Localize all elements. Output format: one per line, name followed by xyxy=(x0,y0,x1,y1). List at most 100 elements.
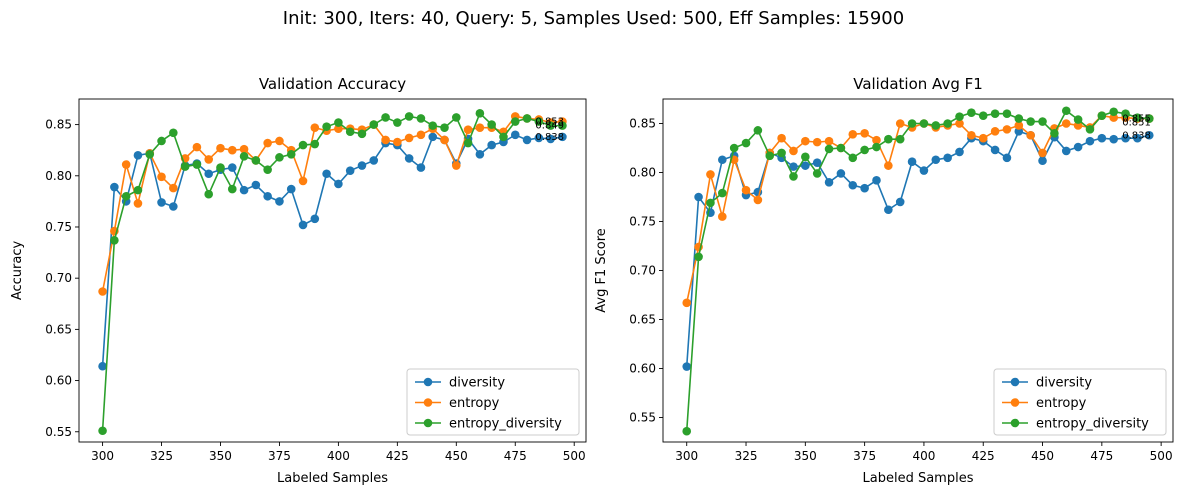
accuracy-point-entropy_diversity-465 xyxy=(487,120,496,129)
accuracy-point-diversity-490 xyxy=(546,134,555,144)
f1-point-diversity-355 xyxy=(812,158,822,167)
f1-x-tick-label: 500 xyxy=(1150,449,1173,463)
accuracy-point-diversity-325 xyxy=(157,198,166,207)
f1-y-tick-label: 0.80 xyxy=(629,166,656,180)
accuracy-point-entropy-345 xyxy=(204,155,213,164)
f1-x-tick-label: 450 xyxy=(1031,449,1054,463)
accuracy-point-entropy-325 xyxy=(157,172,166,182)
f1-point-entropy_diversity-375 xyxy=(860,145,869,155)
f1-point-diversity-395 xyxy=(907,157,917,167)
f1-point-entropy_diversity-310 xyxy=(706,198,715,208)
f1-x-tick-label: 400 xyxy=(912,449,935,463)
f1-y-tick-label: 0.85 xyxy=(629,117,656,131)
f1-point-diversity-410 xyxy=(943,153,952,163)
f1-point-diversity-450 xyxy=(1038,156,1047,166)
accuracy-x-tick-label: 475 xyxy=(504,449,527,463)
accuracy-point-entropy_diversity-450 xyxy=(452,113,461,122)
f1-point-entropy_diversity-465 xyxy=(1073,115,1083,124)
accuracy-point-entropy-460 xyxy=(475,123,485,132)
f1-point-entropy_diversity-450 xyxy=(1038,117,1047,126)
f1-point-entropy_diversity-325 xyxy=(741,138,751,148)
accuracy-point-entropy_diversity-415 xyxy=(369,120,379,129)
accuracy-x-tick-label: 325 xyxy=(150,449,173,463)
accuracy-point-entropy_diversity-375 xyxy=(275,153,284,162)
f1-point-diversity-465 xyxy=(1073,142,1083,152)
f1-point-diversity-365 xyxy=(836,169,846,178)
f1-y-tick-label: 0.70 xyxy=(629,264,656,278)
f1-y-tick-label: 0.55 xyxy=(629,411,656,425)
accuracy-point-diversity-390 xyxy=(310,214,320,224)
f1-point-entropy_diversity-440 xyxy=(1014,114,1024,123)
accuracy-point-entropy-375 xyxy=(275,136,284,146)
accuracy-point-entropy_diversity-490 xyxy=(546,121,555,130)
f1-point-diversity-495 xyxy=(1144,130,1154,140)
accuracy-plot-title: Validation Accuracy xyxy=(259,75,406,93)
f1-point-entropy-370 xyxy=(848,129,858,139)
accuracy-point-entropy-350 xyxy=(216,143,225,153)
f1-series-line-entropy xyxy=(685,114,1150,304)
accuracy-series-line-entropy_diversity xyxy=(101,111,563,431)
f1-point-entropy_diversity-405 xyxy=(931,121,941,130)
f1-point-entropy_diversity-350 xyxy=(801,152,810,162)
f1-point-entropy-310 xyxy=(706,170,715,179)
f1-point-diversity-385 xyxy=(884,205,893,215)
accuracy-point-entropy-370 xyxy=(263,138,272,148)
f1-x-tick-label: 350 xyxy=(794,449,817,463)
f1-point-entropy_diversity-470 xyxy=(1085,125,1095,134)
f1-point-diversity-490 xyxy=(1133,133,1142,143)
accuracy-point-entropy_diversity-365 xyxy=(251,156,261,165)
f1-y-tick-label: 0.65 xyxy=(629,313,656,327)
f1-point-entropy_diversity-340 xyxy=(777,148,786,158)
accuracy-point-diversity-495 xyxy=(558,132,567,142)
accuracy-point-entropy_diversity-315 xyxy=(133,185,143,195)
accuracy-point-entropy-450 xyxy=(452,161,461,170)
accuracy-point-entropy_diversity-400 xyxy=(334,118,343,127)
accuracy-point-diversity-355 xyxy=(227,163,237,172)
f1-legend-marker-diversity xyxy=(1010,377,1020,387)
accuracy-point-entropy-435 xyxy=(416,130,426,140)
f1-point-entropy-345 xyxy=(789,146,798,156)
f1-point-entropy_diversity-495 xyxy=(1144,114,1154,123)
f1-point-entropy_diversity-365 xyxy=(836,143,846,153)
f1-point-diversity-375 xyxy=(860,183,869,193)
accuracy-point-entropy_diversity-430 xyxy=(404,112,414,121)
f1-point-entropy-315 xyxy=(718,212,727,221)
accuracy-point-entropy_diversity-425 xyxy=(393,118,402,127)
accuracy-y-tick-label: 0.85 xyxy=(45,118,72,132)
f1-point-diversity-400 xyxy=(919,166,929,175)
f1-point-entropy_diversity-300 xyxy=(682,426,692,436)
accuracy-x-tick-label: 500 xyxy=(563,449,586,463)
accuracy-point-entropy-420 xyxy=(381,135,390,145)
f1-legend-marker-entropy_diversity xyxy=(1010,418,1020,428)
f1-series-line-entropy_diversity xyxy=(685,109,1150,432)
figure-suptitle: Init: 300, Iters: 40, Query: 5, Samples … xyxy=(282,8,905,29)
accuracy-point-entropy_diversity-410 xyxy=(357,129,367,139)
accuracy-point-entropy_diversity-380 xyxy=(286,149,296,159)
accuracy-point-entropy-390 xyxy=(310,123,320,132)
f1-point-entropy_diversity-395 xyxy=(907,119,917,128)
accuracy-point-diversity-385 xyxy=(298,220,308,230)
f1-point-diversity-405 xyxy=(931,155,941,165)
f1-point-entropy-355 xyxy=(812,137,822,147)
f1-point-entropy_diversity-475 xyxy=(1097,111,1107,120)
accuracy-legend-label-entropy_diversity: entropy_diversity xyxy=(449,417,562,432)
accuracy-legend-marker-entropy xyxy=(423,398,433,407)
accuracy-point-entropy-310 xyxy=(121,160,131,169)
accuracy-y-axis-label: Accuracy xyxy=(10,241,25,301)
accuracy-point-diversity-395 xyxy=(322,169,331,179)
f1-point-entropy-350 xyxy=(801,136,810,146)
accuracy-point-entropy_diversity-390 xyxy=(310,139,320,149)
f1-point-entropy_diversity-490 xyxy=(1133,113,1142,122)
accuracy-point-diversity-400 xyxy=(334,179,343,189)
f1-point-diversity-470 xyxy=(1085,136,1095,146)
f1-point-entropy-325 xyxy=(741,185,751,195)
accuracy-point-entropy_diversity-495 xyxy=(558,121,567,130)
accuracy-y-tick-label: 0.80 xyxy=(45,169,72,183)
f1-point-entropy-360 xyxy=(824,136,834,146)
accuracy-point-entropy_diversity-325 xyxy=(157,136,166,146)
f1-point-entropy-340 xyxy=(777,133,786,143)
f1-point-diversity-305 xyxy=(694,192,703,202)
f1-point-entropy-450 xyxy=(1038,148,1047,158)
accuracy-end-annotation: 0.853 xyxy=(535,117,564,128)
accuracy-point-entropy-315 xyxy=(133,199,143,208)
